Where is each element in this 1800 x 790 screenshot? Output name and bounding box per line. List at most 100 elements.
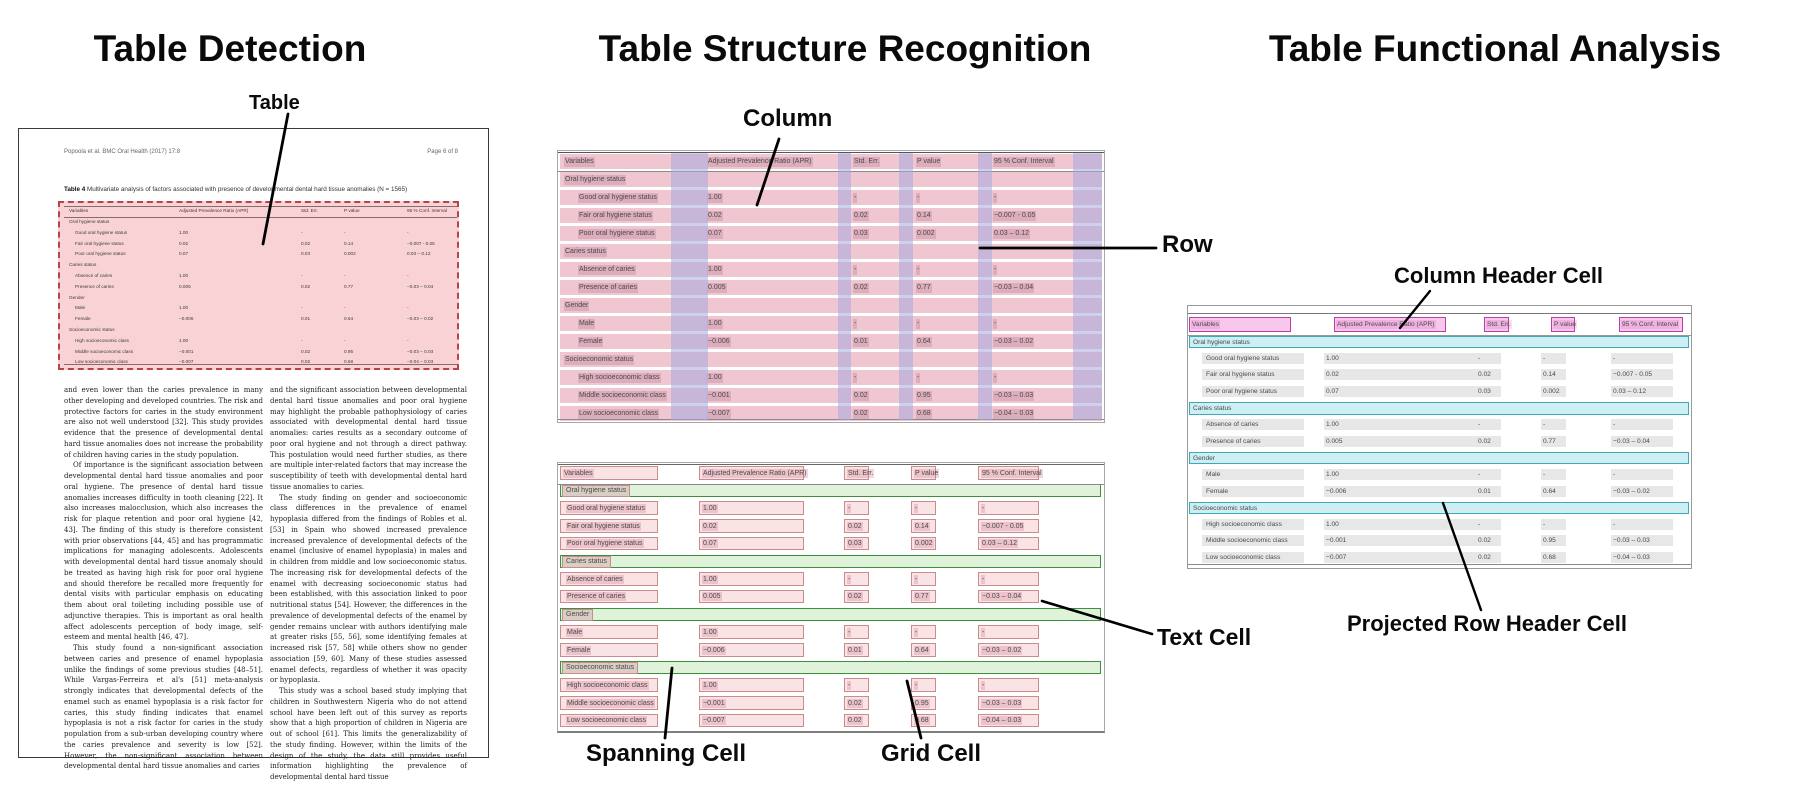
- grid-cell: -: [911, 625, 936, 639]
- table-cell-text: -: [853, 372, 858, 383]
- page-header-citation: Popoola et al. BMC Oral Health (2017) 17…: [64, 149, 181, 155]
- grid-cell: 0.64: [911, 643, 936, 657]
- text-cell: −0.03 – 0.04: [1611, 435, 1673, 447]
- doc-section-row: Socioeconomic status: [69, 327, 115, 332]
- doc-table-cell: -: [301, 337, 303, 343]
- text-cell: 0.02: [847, 521, 863, 531]
- doc-table-cell: −0.001: [179, 348, 194, 354]
- callout-grid-cell: Grid Cell: [881, 740, 982, 767]
- text-cell: 1.00: [702, 503, 718, 513]
- text-cell: High socioeconomic class: [566, 680, 649, 690]
- doc-table-cell: 0.14: [344, 240, 354, 246]
- text-cell: High socioeconomic class: [1202, 518, 1304, 530]
- table-rule: [558, 419, 1104, 420]
- text-cell: −0.04 – 0.03: [981, 716, 1023, 726]
- grid-cell: 0.02: [844, 589, 869, 604]
- table-rule: [558, 171, 1104, 172]
- doc-table-cell: −0.007 - 0.05: [407, 240, 435, 246]
- text-cell-text: 0.02: [1478, 371, 1491, 379]
- grid-cell: -: [844, 625, 869, 639]
- text-cell-text: -: [1543, 520, 1546, 528]
- text-cell: Fair oral hygiene status: [566, 521, 641, 531]
- text-cell: Poor oral hygiene status: [1202, 385, 1304, 397]
- table-caption: Table 4 Multivariate analysis of factors…: [64, 186, 479, 193]
- document-page: Popoola et al. BMC Oral Health (2017) 17…: [18, 128, 489, 781]
- table-cell-text: Poor oral hygiene status: [578, 228, 656, 239]
- text-cell-text: −0.04 – 0.03: [1613, 553, 1650, 561]
- text-cell-text: 0.14: [1543, 371, 1556, 379]
- column-header-text: Variables: [564, 156, 595, 167]
- text-cell: Female: [566, 645, 592, 655]
- callout-table: Table: [249, 92, 300, 114]
- doc-table-cell: -: [301, 305, 303, 311]
- grid-cell: -: [844, 678, 869, 692]
- text-cell: 0.07: [1324, 385, 1476, 397]
- doc-col-header: Std. Err.: [301, 208, 318, 213]
- doc-table-cell: 0.77: [344, 283, 354, 289]
- grid-cell: -: [978, 678, 1039, 692]
- table-cell-text: 0.03 – 0.12: [993, 228, 1031, 239]
- grid-cell: −0.007 - 0.05: [978, 519, 1039, 533]
- text-cell: Low socioeconomic class: [566, 716, 647, 726]
- text-cell: −0.03 – 0.02: [981, 645, 1023, 655]
- table-cell-text: Good oral hygiene status: [578, 192, 658, 203]
- text-cell: 0.03 – 0.12: [981, 539, 1019, 549]
- text-cell: -: [981, 680, 986, 690]
- text-cell-text: Male: [1206, 470, 1221, 478]
- title-table-structure-recognition: Table Structure Recognition: [598, 28, 1092, 69]
- text-cell: −0.03 – 0.03: [981, 698, 1023, 708]
- grid-cell: 0.002: [911, 536, 936, 551]
- table-cell-text: -: [853, 264, 858, 275]
- table-detection-overlay: Variables Adjusted Prevalence Ratio (APR)…: [58, 201, 459, 370]
- column-header-text: Std. Err.: [853, 156, 881, 167]
- doc-section-row: Oral hygiene status: [69, 219, 110, 224]
- body-text-left-column: and even lower than the caries prevalenc…: [64, 385, 263, 772]
- table-cell-text: 0.005: [707, 282, 727, 293]
- text-cell-text: Fair oral hygiene status: [1206, 371, 1275, 379]
- table-cell-text: 0.02: [853, 390, 869, 401]
- grid-cell: Absence of caries: [560, 572, 658, 586]
- grid-cell: 0.02: [844, 519, 869, 533]
- grid-cell: −0.04 – 0.03: [978, 713, 1039, 728]
- text-cell: -: [1611, 468, 1673, 480]
- doc-table-cell: 1.00: [179, 305, 189, 311]
- text-cell: 0.95: [914, 698, 930, 708]
- grid-cell: 1.00: [699, 625, 804, 639]
- grid-cell: 1.00: [699, 572, 804, 586]
- text-cell: 1.00: [1324, 518, 1476, 530]
- text-cell: -: [847, 574, 852, 584]
- table-cell-text: High socioeconomic class: [578, 372, 661, 383]
- table-cell-text: -: [993, 372, 998, 383]
- table-cell-text: 0.02: [853, 408, 869, 419]
- table-rule: [1188, 564, 1691, 565]
- table-cell-text: 0.77: [916, 282, 932, 293]
- column-header-cell: Std. Err.: [1484, 317, 1512, 332]
- doc-table-cell: 0.64: [344, 316, 354, 322]
- grid-cell: 0.02: [844, 713, 869, 728]
- text-cell: -: [981, 627, 986, 637]
- column-stripe: [671, 153, 708, 420]
- spanning-cell: Caries status: [560, 554, 1101, 568]
- doc-table-cell: 1.00: [179, 229, 189, 235]
- row-band: [560, 262, 1102, 277]
- projected-row-header-text: Socioeconomic status: [1193, 504, 1258, 512]
- table-caption-text: Multivariate analysis of factors associa…: [86, 186, 408, 193]
- text-cell-text: −0.007 - 0.05: [1613, 371, 1653, 379]
- grid-cell: −0.007: [699, 713, 804, 728]
- column-stripe: [1073, 153, 1102, 420]
- column-stripe: [838, 153, 851, 420]
- callout-text-cell: Text Cell: [1157, 624, 1252, 650]
- doc-table-cell: 0.005: [179, 283, 191, 289]
- grid-cell: 0.77: [911, 589, 936, 604]
- text-cell-text: -: [1478, 354, 1481, 362]
- text-cell-text: 0.03: [1478, 387, 1491, 395]
- text-cell: −0.04 – 0.03: [1611, 551, 1673, 563]
- text-cell-text: −0.001: [1326, 537, 1347, 545]
- text-cell-text: 0.002: [1543, 387, 1560, 395]
- doc-table-cell: Male: [75, 305, 86, 311]
- doc-table-cell: Poor oral hygiene status: [75, 251, 126, 257]
- text-cell-text: 0.68: [1543, 553, 1556, 561]
- table-caption-label: Table 4: [64, 186, 86, 193]
- doc-table-cell: -: [407, 273, 409, 278]
- text-cell: −0.001: [702, 698, 726, 708]
